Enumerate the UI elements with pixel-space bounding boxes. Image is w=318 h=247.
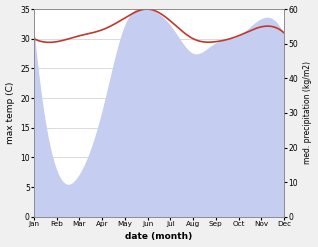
Y-axis label: max temp (C): max temp (C) bbox=[5, 82, 15, 144]
Y-axis label: med. precipitation (kg/m2): med. precipitation (kg/m2) bbox=[303, 62, 313, 165]
X-axis label: date (month): date (month) bbox=[125, 232, 193, 242]
